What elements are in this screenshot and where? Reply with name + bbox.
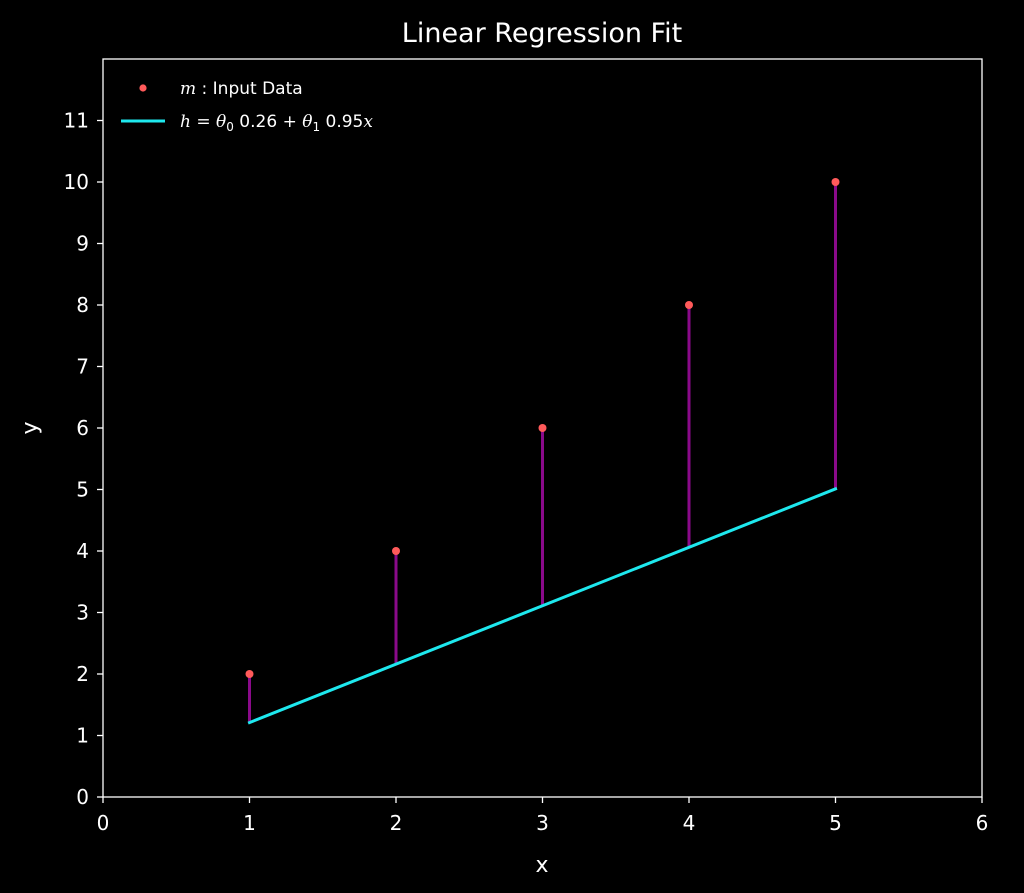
chart-title: Linear Regression Fit bbox=[402, 18, 682, 49]
x-tick-label: 1 bbox=[243, 811, 256, 835]
y-tick-label: 7 bbox=[76, 355, 89, 379]
legend: m : Input Data h = θ0 0.26 + θ1 0.95x bbox=[121, 79, 373, 134]
y-tick-label: 10 bbox=[64, 170, 89, 194]
data-point bbox=[245, 670, 254, 678]
y-tick-label: 2 bbox=[76, 662, 89, 686]
legend-label-fit: h = θ0 0.26 + θ1 0.95x bbox=[180, 112, 373, 134]
y-tick-label: 5 bbox=[76, 478, 89, 502]
y-tick-label: 0 bbox=[76, 785, 89, 809]
y-tick-label: 1 bbox=[76, 724, 89, 748]
residual-lines bbox=[248, 182, 837, 723]
data-points bbox=[245, 178, 840, 678]
y-tick-label: 8 bbox=[76, 293, 89, 317]
y-axis-label: y bbox=[18, 421, 43, 434]
data-point bbox=[685, 301, 693, 309]
y-tick-label: 3 bbox=[76, 601, 89, 625]
legend-label-points: m : Input Data bbox=[180, 79, 303, 99]
x-axis-ticks: 0 1 2 3 4 5 6 bbox=[97, 797, 989, 835]
x-tick-label: 2 bbox=[390, 811, 403, 835]
x-tick-label: 4 bbox=[683, 811, 696, 835]
y-axis-ticks: 0 1 2 3 4 5 6 7 8 9 10 11 bbox=[64, 109, 103, 809]
data-point bbox=[831, 178, 840, 186]
y-tick-label: 11 bbox=[64, 109, 89, 133]
x-tick-label: 3 bbox=[536, 811, 549, 835]
fit-line bbox=[247, 486, 838, 725]
x-tick-label: 0 bbox=[97, 811, 110, 835]
legend-marker-points bbox=[139, 84, 147, 92]
y-tick-label: 9 bbox=[76, 232, 89, 256]
data-point bbox=[538, 424, 547, 432]
data-point bbox=[392, 547, 400, 555]
y-tick-label: 4 bbox=[76, 539, 89, 563]
x-axis-label: x bbox=[535, 853, 548, 878]
x-tick-label: 6 bbox=[976, 811, 989, 835]
x-tick-label: 5 bbox=[829, 811, 842, 835]
y-tick-label: 6 bbox=[76, 416, 89, 440]
fit-line-layer bbox=[247, 486, 838, 725]
